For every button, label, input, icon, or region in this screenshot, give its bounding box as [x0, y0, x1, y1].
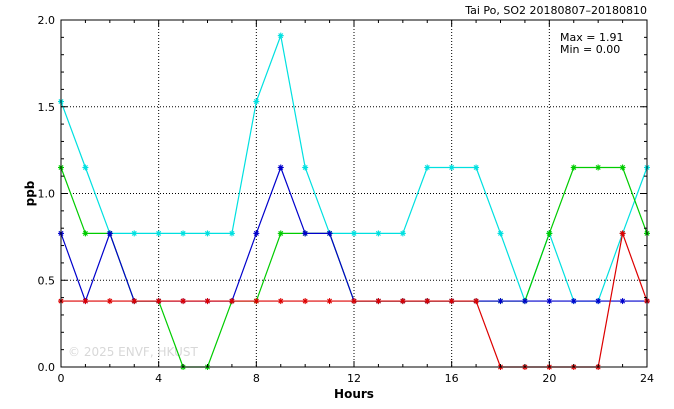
x-tick-label: 20 [542, 372, 556, 385]
x-tick-label: 0 [58, 372, 65, 385]
data-point [351, 298, 357, 305]
data-point [253, 98, 260, 105]
data-point [277, 230, 284, 237]
chart-title: Tai Po, SO2 20180807–20180810 [464, 4, 647, 17]
data-point [228, 298, 235, 305]
data-point [546, 230, 553, 237]
data-point [497, 298, 504, 305]
y-axis-title: ppb [23, 180, 37, 206]
x-tick-label: 4 [155, 372, 162, 385]
data-point [473, 164, 480, 171]
data-point [595, 164, 602, 171]
data-point [595, 298, 602, 305]
data-point [424, 164, 431, 171]
data-point [302, 164, 309, 171]
data-point [106, 230, 113, 237]
data-point [399, 298, 406, 305]
data-point [228, 230, 235, 237]
data-point [399, 230, 406, 237]
data-point [351, 230, 357, 237]
data-point [497, 230, 504, 237]
y-tick-label: 0.0 [38, 361, 56, 374]
data-point [570, 164, 577, 171]
data-point [375, 230, 382, 237]
data-point [302, 298, 309, 305]
data-point [448, 298, 455, 305]
data-point [82, 164, 89, 171]
x-tick-label: 8 [253, 372, 260, 385]
data-point [448, 164, 455, 171]
data-point [375, 298, 382, 305]
data-point [302, 230, 309, 237]
ticks: 0 4 8 12 16 20 24 0.0 0.5 1.0 1.5 2.0 [38, 14, 655, 385]
data-point [131, 298, 138, 305]
y-tick-label: 2.0 [38, 14, 56, 27]
watermark: © 2025 ENVF, HKUST [68, 345, 198, 359]
data-point [82, 230, 89, 237]
data-point [204, 298, 211, 305]
data-point [546, 298, 553, 305]
data-point [82, 298, 89, 305]
data-point [155, 230, 162, 237]
data-point [155, 298, 162, 305]
y-tick-label: 1.0 [38, 188, 56, 201]
y-tick-label: 1.5 [38, 101, 56, 114]
data-point [277, 298, 284, 305]
data-point [204, 230, 211, 237]
data-point [619, 164, 626, 171]
data-point [424, 298, 431, 305]
x-tick-label: 24 [640, 372, 654, 385]
data-point [473, 298, 480, 305]
max-annotation: Max = 1.91 [560, 31, 623, 44]
min-annotation: Min = 0.00 [560, 43, 620, 56]
data-point [570, 298, 577, 305]
data-point [326, 298, 333, 305]
data-point [326, 230, 333, 237]
data-point [253, 230, 260, 237]
x-tick-label: 12 [347, 372, 361, 385]
data-point [521, 298, 528, 305]
data-point [277, 32, 284, 39]
grid [61, 20, 647, 367]
data-point [619, 230, 626, 237]
data-point [619, 298, 626, 305]
y-tick-label: 0.5 [38, 274, 56, 287]
x-axis-title: Hours [334, 387, 374, 401]
x-tick-label: 16 [445, 372, 459, 385]
data-point [180, 230, 187, 237]
data-point [253, 298, 260, 305]
series-layer [58, 32, 650, 370]
data-point [106, 298, 113, 305]
data-point [277, 164, 284, 171]
data-point [180, 298, 187, 305]
data-point [131, 230, 138, 237]
